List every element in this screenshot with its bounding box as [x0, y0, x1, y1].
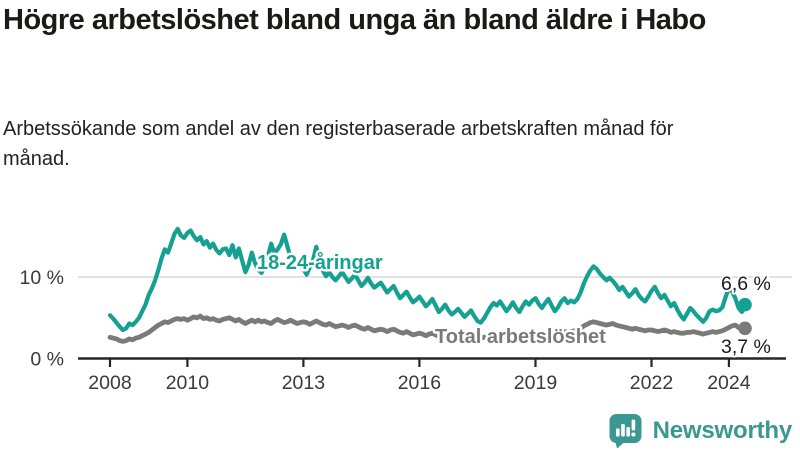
x-axis-label-2019: 2019 [514, 372, 557, 394]
series-label-18-24: 18-24-åringar [257, 251, 383, 274]
newsworthy-wordmark: Newsworthy [652, 417, 793, 444]
y-axis-label-0: 0 % [30, 349, 64, 371]
series-end-dot-18-24 [738, 297, 752, 312]
x-axis-label-2010: 2010 [166, 372, 210, 394]
series-line-18-24 [107, 226, 748, 333]
x-axis-label-2008: 2008 [88, 372, 131, 394]
page-subtitle: Arbetssökande som andel av den registerb… [3, 118, 674, 170]
series-label-total-unemployment: Total arbetslöshet [435, 326, 606, 348]
end-value-label-total-unemployment: 3,7 % [721, 336, 771, 358]
x-axis-label-2016: 2016 [398, 372, 441, 394]
x-axis-label-2022: 2022 [630, 372, 673, 394]
x-axis-label-2013: 2013 [282, 372, 325, 394]
series-end-dot-total-unemployment [738, 321, 752, 336]
page-title: Högre arbetslöshet bland unga än bland ä… [3, 4, 706, 36]
newsworthy-logo[interactable]: Newsworthy [608, 413, 792, 449]
end-value-label-18-24: 6,6 % [721, 273, 771, 295]
x-axis-ticks: 2008 2010 2013 2016 2019 2022 2024 [88, 358, 751, 394]
series-line-total-unemployment [107, 313, 748, 344]
x-axis-label-2024: 2024 [707, 372, 751, 394]
y-axis-label-10: 10 % [20, 267, 64, 289]
bar-chart-speech-bubble-icon [609, 414, 642, 449]
y-axis-labels: 0 % 10 % [20, 267, 64, 371]
